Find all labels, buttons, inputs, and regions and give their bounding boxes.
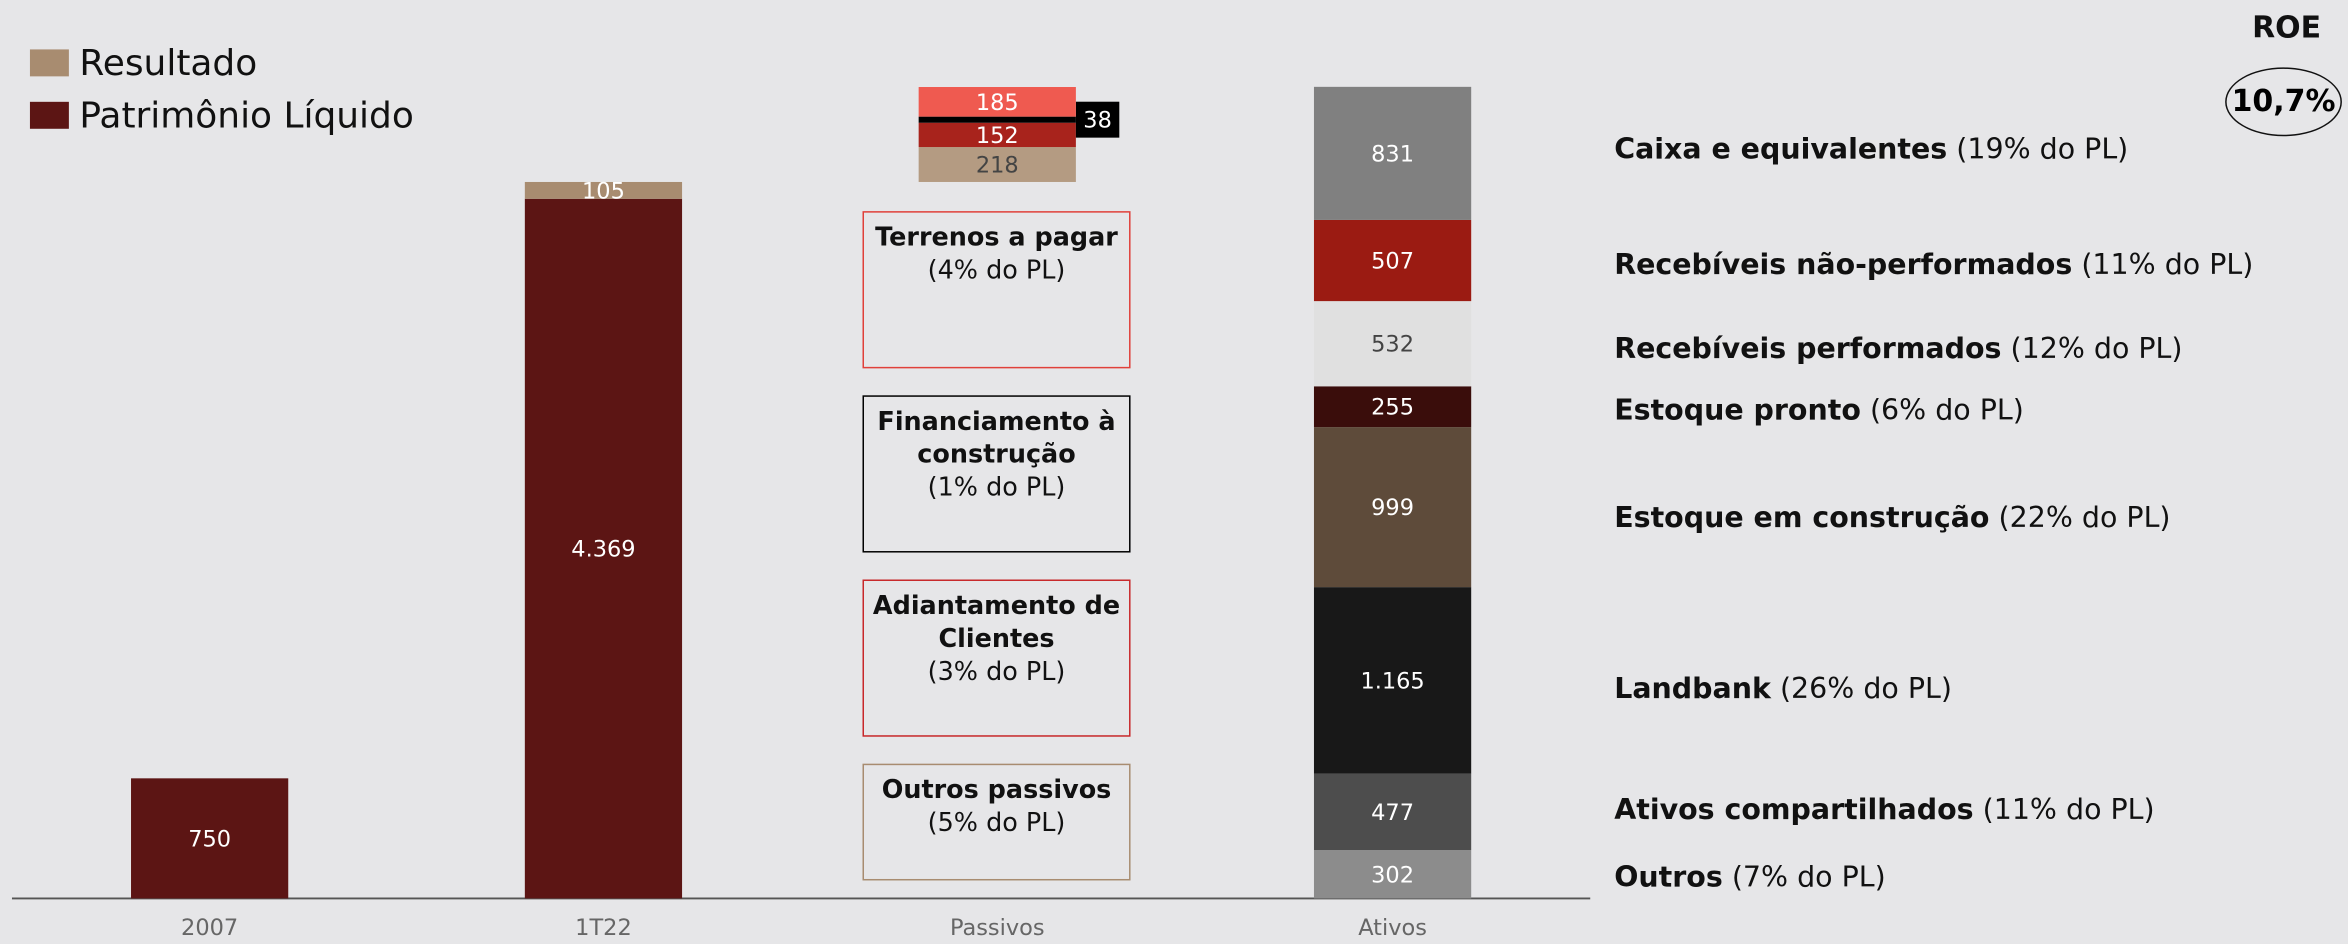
- asset-name: Ativos compartilhados: [1614, 793, 1974, 827]
- legend-swatch: [29, 101, 69, 129]
- value-label: 218: [976, 153, 1019, 179]
- bar-segment: [1313, 773, 1472, 851]
- asset-name: Caixa e equivalentes: [1614, 133, 1948, 167]
- asset-name: Recebíveis performados: [1614, 332, 2002, 366]
- legend-label: Patrimônio Líquido: [79, 94, 414, 137]
- value-tag: [1075, 101, 1120, 138]
- asset-name: Estoque pronto: [1614, 393, 1861, 427]
- value-label: 185: [976, 90, 1019, 116]
- bar-segment: [524, 198, 683, 899]
- asset-label: Estoque pronto (6% do PL): [1614, 394, 2024, 427]
- asset-label: Recebíveis não-performados (11% do PL): [1614, 249, 2253, 282]
- value-label: 507: [1371, 249, 1414, 275]
- roe-label: ROE: [2252, 8, 2322, 45]
- value-label: 750: [188, 826, 231, 852]
- value-label: 302: [1371, 862, 1414, 888]
- value-label: 38: [1083, 108, 1112, 134]
- value-label: 999: [1371, 495, 1414, 521]
- bar-segment: [1313, 587, 1472, 774]
- liability-box: Terrenos a pagar (4% do PL): [862, 211, 1131, 369]
- roe-value: 10,7%: [2225, 67, 2342, 137]
- liability-note: (1% do PL): [927, 473, 1066, 504]
- value-label: 831: [1371, 141, 1414, 167]
- legend-item: Patrimônio Líquido: [29, 94, 414, 137]
- liability-note: (5% do PL): [927, 808, 1066, 839]
- asset-note: (11% do PL): [2081, 248, 2254, 282]
- value-label: 4.369: [571, 537, 635, 563]
- liability-box: Adiantamento de Clientes (3% do PL): [862, 579, 1131, 737]
- asset-label: Outros (7% do PL): [1614, 861, 1886, 894]
- value-label: 255: [1371, 395, 1414, 421]
- bar-segment: [918, 147, 1076, 182]
- legend-label: Resultado: [79, 41, 258, 84]
- value-label: 105: [582, 178, 625, 204]
- asset-note: (12% do PL): [2010, 332, 2183, 366]
- liability-note: (4% do PL): [927, 256, 1066, 287]
- asset-name: Recebíveis não-performados: [1614, 248, 2073, 282]
- bar-segment: [918, 87, 1076, 117]
- x-tick-label: Passivos: [950, 915, 1045, 941]
- bar-segment: [1313, 219, 1472, 302]
- liability-box: Financiamento à construção (1% do PL): [862, 395, 1131, 553]
- asset-label: Ativos compartilhados (11% do PL): [1614, 794, 2154, 827]
- asset-note: (11% do PL): [1982, 793, 2155, 827]
- liability-title: Terrenos a pagar: [875, 223, 1118, 254]
- bar-segment: [918, 122, 1076, 148]
- bar-segment: [1313, 427, 1472, 588]
- x-tick-label: 2007: [181, 915, 238, 941]
- liability-note: (3% do PL): [927, 657, 1066, 688]
- x-tick-label: Ativos: [1358, 915, 1427, 941]
- value-label: 532: [1371, 332, 1414, 358]
- bar-segment: [1313, 386, 1472, 428]
- asset-note: (26% do PL): [1779, 672, 1952, 706]
- bar-segment: [1313, 850, 1472, 899]
- bar-segment: [1313, 86, 1472, 220]
- liability-title: Financiamento à construção: [877, 407, 1116, 471]
- x-tick-label: 1T22: [575, 915, 632, 941]
- bar-segment: [918, 116, 1076, 123]
- asset-name: Estoque em construção: [1614, 501, 1990, 535]
- legend-item: Resultado: [29, 41, 258, 84]
- legend-swatch: [29, 49, 69, 77]
- liability-box: Outros passivos (5% do PL): [862, 763, 1131, 881]
- asset-label: Caixa e equivalentes (19% do PL): [1614, 133, 2128, 166]
- asset-name: Landbank: [1614, 672, 1771, 706]
- asset-label: Landbank (26% do PL): [1614, 672, 1952, 705]
- value-label: 1.165: [1360, 668, 1424, 694]
- asset-note: (7% do PL): [1731, 861, 1886, 894]
- asset-note: (19% do PL): [1956, 133, 2129, 167]
- asset-label: Estoque em construção (22% do PL): [1614, 502, 2170, 535]
- liability-title: Outros passivos: [881, 775, 1112, 806]
- asset-label: Recebíveis performados (12% do PL): [1614, 332, 2182, 365]
- asset-note: (22% do PL): [1998, 501, 2171, 535]
- asset-note: (6% do PL): [1869, 393, 2024, 427]
- liability-title: Adiantamento de Clientes: [872, 591, 1121, 655]
- bar-segment: [1313, 301, 1472, 387]
- value-label: 152: [976, 123, 1019, 149]
- asset-name: Outros: [1614, 861, 1723, 894]
- bar-segment: [131, 778, 289, 899]
- value-label: 477: [1371, 800, 1414, 826]
- bar-segment: [524, 181, 683, 199]
